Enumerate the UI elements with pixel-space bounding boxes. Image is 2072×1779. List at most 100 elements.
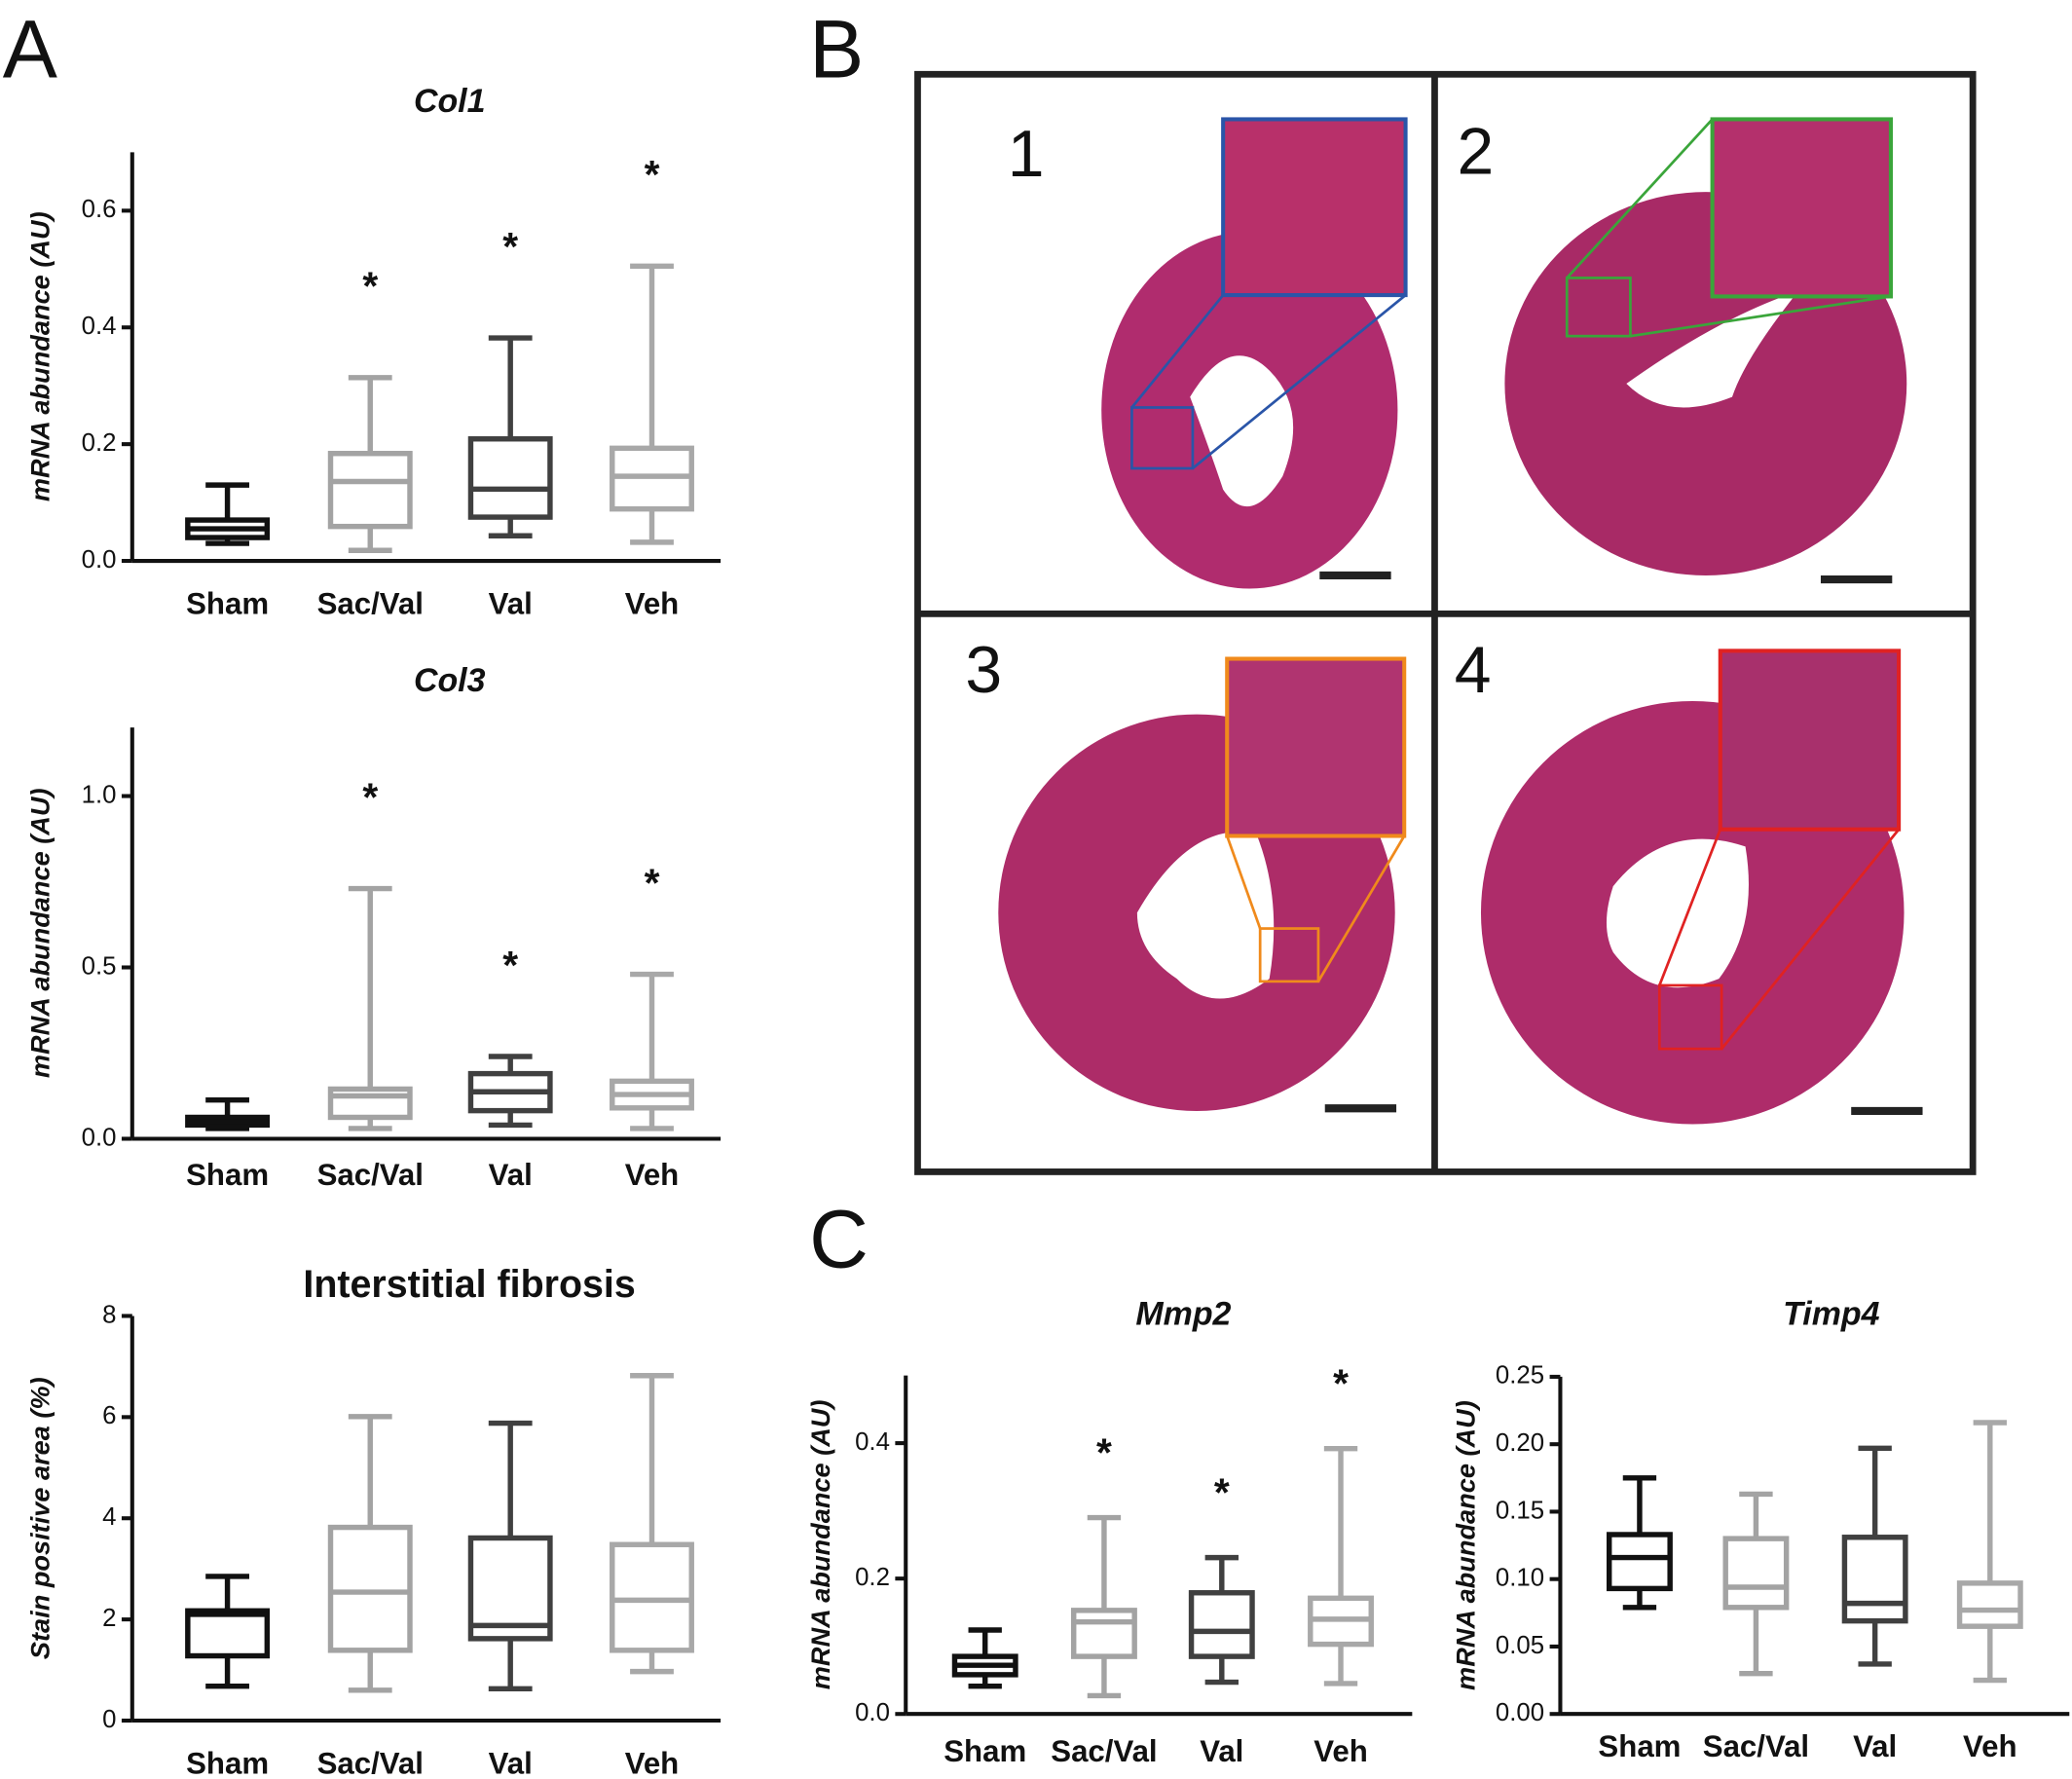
zoom-line bbox=[1130, 294, 1225, 409]
y-axis-label: Stain positive area (%) bbox=[25, 1377, 56, 1659]
chart-title: Col3 bbox=[414, 662, 486, 699]
x-tick-label: Sham bbox=[944, 1734, 1026, 1768]
image-label: 2 bbox=[1458, 115, 1495, 188]
x-tick-label: Sham bbox=[186, 1746, 269, 1779]
y-axis-label: mRNA abundance (AU) bbox=[25, 211, 56, 501]
zoom-line bbox=[1316, 834, 1406, 982]
x-tick-label: Val bbox=[489, 1746, 533, 1779]
box bbox=[1841, 1535, 1908, 1624]
y-tick-label: 0.25 bbox=[1496, 1362, 1544, 1390]
box bbox=[185, 1608, 271, 1659]
image-label: 3 bbox=[965, 634, 1002, 707]
chart-title: Mmp2 bbox=[1135, 1295, 1231, 1332]
y-tick-label: 0.0 bbox=[82, 546, 117, 574]
cavity bbox=[1190, 355, 1294, 507]
y-tick-label: 2 bbox=[102, 1605, 116, 1632]
x-tick-label: Veh bbox=[625, 1158, 680, 1192]
box bbox=[467, 1535, 553, 1642]
x-tick-label: Veh bbox=[1314, 1734, 1368, 1768]
x-tick-label: Sac/Val bbox=[317, 586, 424, 620]
box bbox=[327, 451, 413, 530]
box bbox=[467, 436, 553, 520]
x-tick-label: Veh bbox=[625, 586, 680, 620]
zoom-line bbox=[1720, 828, 1901, 1050]
chart-title: Timp4 bbox=[1783, 1295, 1879, 1332]
chart-title: Col1 bbox=[414, 83, 486, 120]
inset bbox=[1225, 656, 1407, 838]
x-tick-label: Veh bbox=[625, 1746, 680, 1779]
image-label: 1 bbox=[1008, 118, 1045, 191]
zoom-line bbox=[1658, 829, 1722, 986]
y-tick-label: 1.0 bbox=[82, 781, 117, 808]
inset bbox=[1718, 649, 1902, 832]
x-tick-label: Veh bbox=[1963, 1729, 2017, 1763]
panel-label: B bbox=[809, 4, 864, 95]
box bbox=[1722, 1536, 1790, 1611]
significance: * bbox=[1096, 1430, 1112, 1475]
significance: * bbox=[362, 264, 378, 309]
y-tick-label: 0.5 bbox=[82, 952, 117, 980]
x-tick-label: Val bbox=[489, 586, 533, 620]
chart-title: Interstitial fibrosis bbox=[303, 1263, 635, 1306]
x-tick-label: Sham bbox=[186, 1158, 269, 1192]
x-tick-label: Val bbox=[1853, 1729, 1897, 1763]
significance: * bbox=[1333, 1361, 1349, 1406]
y-tick-label: 0.15 bbox=[1496, 1497, 1544, 1524]
significance: * bbox=[502, 224, 518, 269]
panel-label: A bbox=[3, 4, 57, 95]
y-tick-label: 0.05 bbox=[1496, 1632, 1544, 1659]
x-tick-label: Sac/Val bbox=[317, 1746, 424, 1779]
significance: * bbox=[502, 943, 518, 987]
y-tick-label: 0.00 bbox=[1496, 1699, 1544, 1726]
zoom-line bbox=[1566, 118, 1714, 279]
significance: * bbox=[645, 152, 660, 197]
box bbox=[327, 1086, 413, 1121]
cavity bbox=[1626, 291, 1798, 408]
box bbox=[610, 1541, 694, 1653]
box bbox=[1070, 1608, 1137, 1659]
significance: * bbox=[645, 860, 660, 905]
y-tick-label: 0.2 bbox=[82, 429, 117, 457]
inset bbox=[1710, 117, 1893, 299]
y-tick-label: 0.0 bbox=[855, 1699, 890, 1726]
x-tick-label: Sham bbox=[186, 586, 269, 620]
y-tick-label: 6 bbox=[102, 1402, 116, 1429]
inset bbox=[1221, 117, 1408, 298]
y-tick-label: 0.0 bbox=[82, 1124, 117, 1151]
zoom-line bbox=[1225, 835, 1262, 930]
zoom-box bbox=[1657, 983, 1723, 1051]
y-axis-label: mRNA abundance (AU) bbox=[805, 1400, 835, 1690]
y-tick-label: 0.4 bbox=[855, 1428, 890, 1456]
panel-label: C bbox=[809, 1194, 869, 1285]
box bbox=[327, 1524, 413, 1653]
y-tick-label: 8 bbox=[102, 1301, 116, 1328]
significance: * bbox=[1214, 1470, 1230, 1515]
zoom-line bbox=[1630, 295, 1892, 338]
y-tick-label: 0.2 bbox=[855, 1564, 890, 1591]
zoom-box bbox=[1565, 277, 1632, 338]
x-tick-label: Sac/Val bbox=[1051, 1734, 1157, 1768]
zoom-line bbox=[1192, 294, 1407, 470]
histology-panel: 1 2 3 4 bbox=[914, 70, 1977, 1175]
y-tick-label: 4 bbox=[102, 1503, 116, 1531]
y-axis-label: mRNA abundance (AU) bbox=[1451, 1400, 1481, 1690]
y-axis-label: mRNA abundance (AU) bbox=[25, 788, 56, 1078]
zoom-box bbox=[1258, 927, 1320, 983]
y-tick-label: 0.4 bbox=[82, 313, 117, 340]
box bbox=[1188, 1590, 1255, 1659]
y-tick-label: 0.20 bbox=[1496, 1429, 1544, 1457]
significance: * bbox=[362, 774, 378, 819]
y-tick-label: 0.10 bbox=[1496, 1565, 1544, 1592]
x-tick-label: Sac/Val bbox=[1703, 1729, 1809, 1763]
y-tick-label: 0.6 bbox=[82, 196, 117, 223]
x-tick-label: Sac/Val bbox=[317, 1158, 424, 1192]
box bbox=[1956, 1580, 2023, 1629]
zoom-box bbox=[1130, 406, 1195, 470]
y-tick-label: 0 bbox=[102, 1706, 116, 1733]
x-tick-label: Sham bbox=[1598, 1729, 1681, 1763]
x-tick-label: Val bbox=[1200, 1734, 1243, 1768]
image-label: 4 bbox=[1455, 634, 1492, 707]
cavity bbox=[1606, 838, 1749, 988]
box bbox=[1606, 1532, 1673, 1592]
